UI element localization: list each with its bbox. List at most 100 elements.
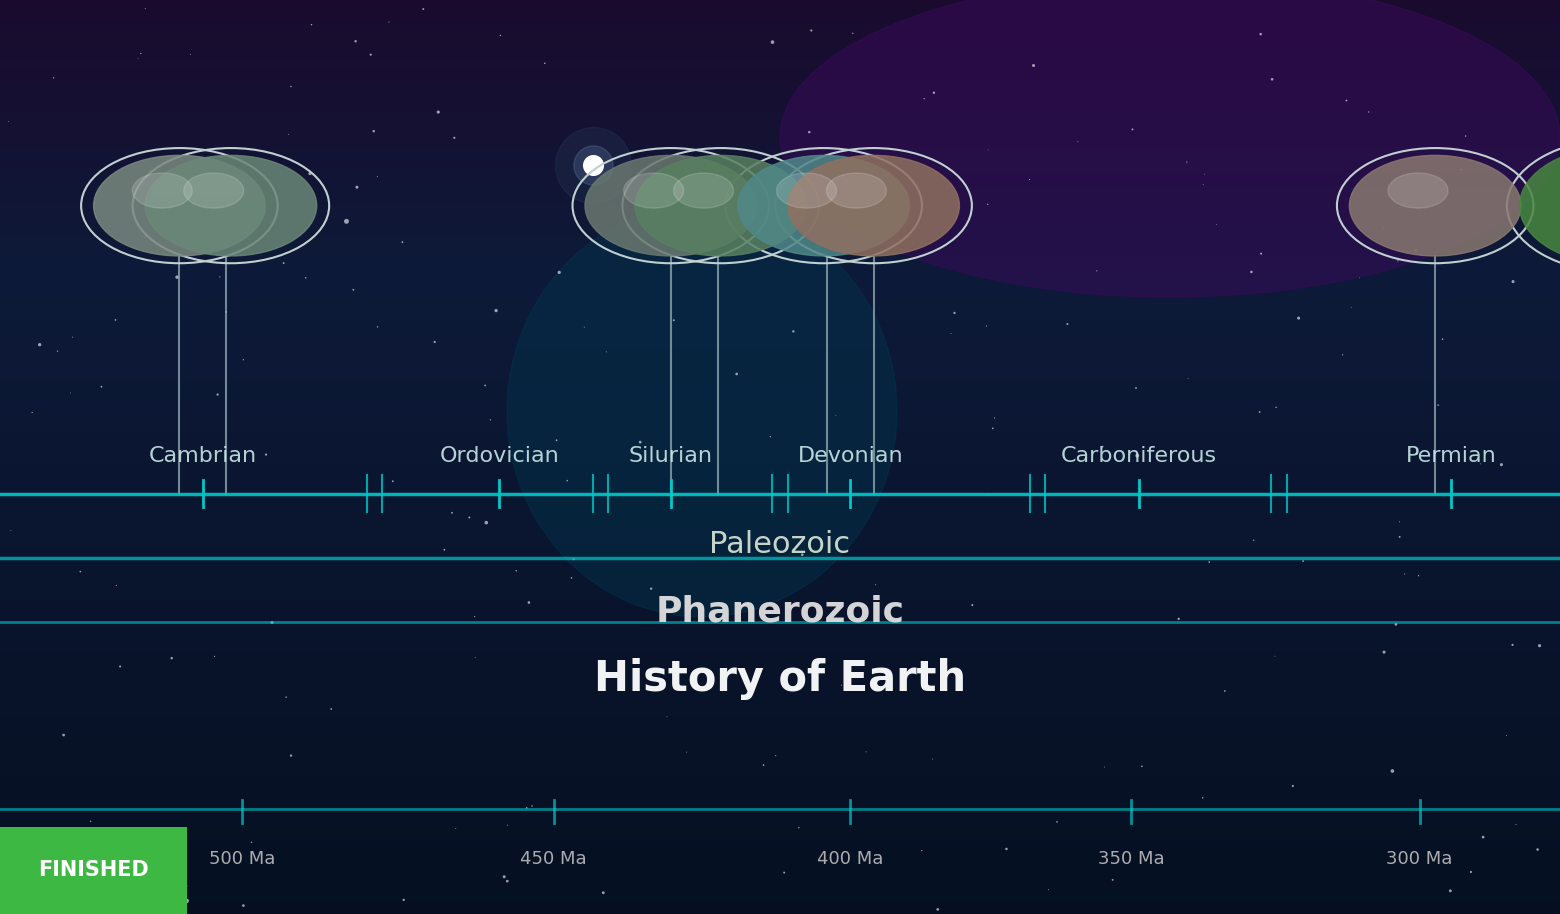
- Bar: [0, 6, 1560, 9]
- Point: [1346, 271, 1371, 285]
- Bar: [0, 95, 1560, 98]
- Bar: [0, 314, 1560, 318]
- Bar: [0, 875, 1560, 877]
- Bar: [0, 544, 1560, 547]
- Point: [519, 799, 544, 813]
- Point: [1504, 817, 1529, 832]
- Bar: [0, 388, 1560, 391]
- Bar: [0, 752, 1560, 755]
- Bar: [0, 550, 1560, 553]
- Point: [760, 35, 785, 49]
- Point: [254, 447, 279, 462]
- Bar: [0, 113, 1560, 116]
- Bar: [0, 459, 1560, 462]
- Point: [1100, 873, 1125, 887]
- Point: [1126, 481, 1151, 495]
- Point: [271, 256, 296, 271]
- Bar: [0, 269, 1560, 272]
- Bar: [0, 464, 1560, 468]
- Text: Cambrian: Cambrian: [148, 446, 257, 466]
- Point: [1404, 447, 1429, 462]
- Bar: [0, 416, 1560, 419]
- Bar: [0, 345, 1560, 348]
- Bar: [0, 64, 1560, 68]
- Bar: [0, 678, 1560, 682]
- Ellipse shape: [780, 0, 1560, 297]
- Bar: [0, 782, 1560, 786]
- Bar: [0, 621, 1560, 623]
- Bar: [0, 211, 1560, 214]
- Point: [841, 26, 866, 40]
- Bar: [0, 473, 1560, 477]
- Bar: [0, 272, 1560, 275]
- Bar: [0, 370, 1560, 373]
- Bar: [0, 52, 1560, 55]
- Point: [231, 353, 256, 367]
- Point: [1392, 567, 1416, 581]
- Bar: [0, 675, 1560, 678]
- Bar: [0, 471, 1560, 473]
- Bar: [0, 804, 1560, 807]
- Point: [45, 344, 70, 358]
- Point: [1526, 842, 1551, 856]
- Bar: [0, 37, 1560, 39]
- Bar: [0, 12, 1560, 16]
- Bar: [0, 755, 1560, 758]
- Point: [1468, 456, 1493, 471]
- Bar: [0, 846, 1560, 850]
- Bar: [0, 718, 1560, 721]
- Bar: [0, 832, 1560, 834]
- Point: [980, 421, 1005, 436]
- Bar: [0, 645, 1560, 648]
- Bar: [0, 703, 1560, 707]
- Bar: [0, 771, 1560, 773]
- Circle shape: [1519, 145, 1560, 266]
- Point: [423, 335, 448, 349]
- Bar: [0, 0, 1560, 3]
- Text: 450 Ma: 450 Ma: [521, 850, 587, 868]
- Bar: [0, 600, 1560, 602]
- Bar: [0, 385, 1560, 388]
- Bar: [0, 593, 1560, 596]
- Point: [558, 570, 583, 585]
- Bar: [0, 575, 1560, 578]
- Bar: [0, 68, 1560, 70]
- Bar: [0, 455, 1560, 459]
- Bar: [0, 569, 1560, 571]
- Bar: [0, 104, 1560, 107]
- Point: [1264, 400, 1289, 415]
- Point: [495, 874, 519, 888]
- Point: [381, 474, 406, 489]
- Point: [1190, 791, 1215, 805]
- Point: [1387, 529, 1412, 544]
- Bar: [0, 746, 1560, 749]
- Bar: [0, 627, 1560, 630]
- Point: [103, 313, 128, 327]
- Bar: [0, 871, 1560, 875]
- Bar: [0, 150, 1560, 153]
- Bar: [0, 571, 1560, 575]
- Point: [1501, 274, 1526, 289]
- Point: [441, 131, 466, 145]
- Point: [1281, 779, 1306, 793]
- Point: [67, 564, 92, 579]
- Bar: [0, 709, 1560, 712]
- Bar: [0, 30, 1560, 34]
- Circle shape: [674, 173, 733, 208]
- Point: [276, 127, 301, 142]
- Bar: [0, 394, 1560, 398]
- Bar: [0, 141, 1560, 143]
- Point: [491, 869, 516, 884]
- Bar: [0, 376, 1560, 379]
- Bar: [0, 452, 1560, 455]
- Point: [203, 649, 228, 664]
- Point: [298, 166, 323, 181]
- Point: [204, 388, 229, 402]
- Point: [1449, 163, 1474, 177]
- Bar: [0, 712, 1560, 716]
- Bar: [0, 355, 1560, 357]
- Bar: [0, 468, 1560, 471]
- Point: [1248, 247, 1273, 261]
- Bar: [0, 657, 1560, 660]
- Bar: [0, 407, 1560, 409]
